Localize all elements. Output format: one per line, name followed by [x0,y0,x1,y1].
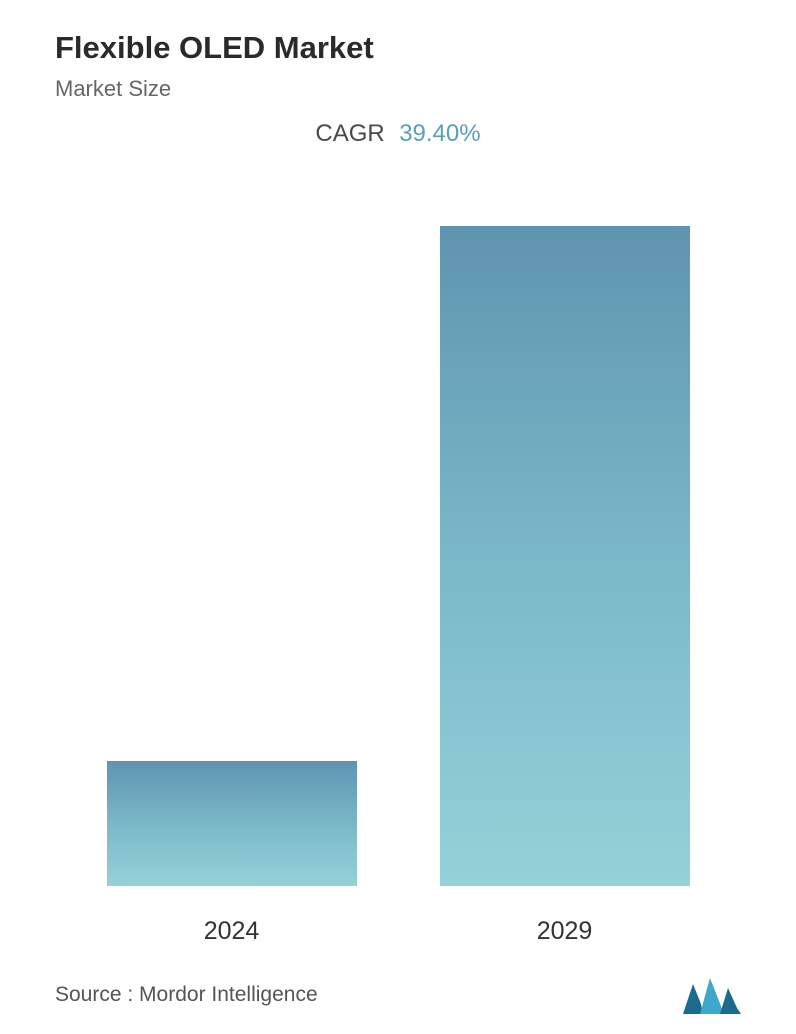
chart-subtitle: Market Size [55,76,741,102]
bar-1 [440,226,690,886]
cagr-row: CAGR 39.40% [55,120,741,148]
chart-plot-area: 2024 2029 [55,160,741,946]
chart-footer: Source : Mordor Intelligence [55,946,741,1014]
chart-container: Flexible OLED Market Market Size CAGR 39… [0,0,796,1034]
bar-label-1: 2029 [425,917,705,946]
source-attribution: Source : Mordor Intelligence [55,983,318,1007]
x-axis-label-0: 2024 [92,891,372,946]
bar-group-0 [92,761,372,886]
x-axis-labels: 2024 2029 [55,891,741,946]
bar-label-0: 2024 [92,917,372,946]
x-axis-label-1: 2029 [425,891,705,946]
chart-title: Flexible OLED Market [55,30,741,66]
cagr-label: CAGR [315,120,384,147]
mordor-logo-icon [683,976,741,1014]
bars-container [55,226,741,886]
bar-group-1 [425,226,705,886]
bar-0 [107,761,357,886]
cagr-value: 39.40% [399,120,480,147]
